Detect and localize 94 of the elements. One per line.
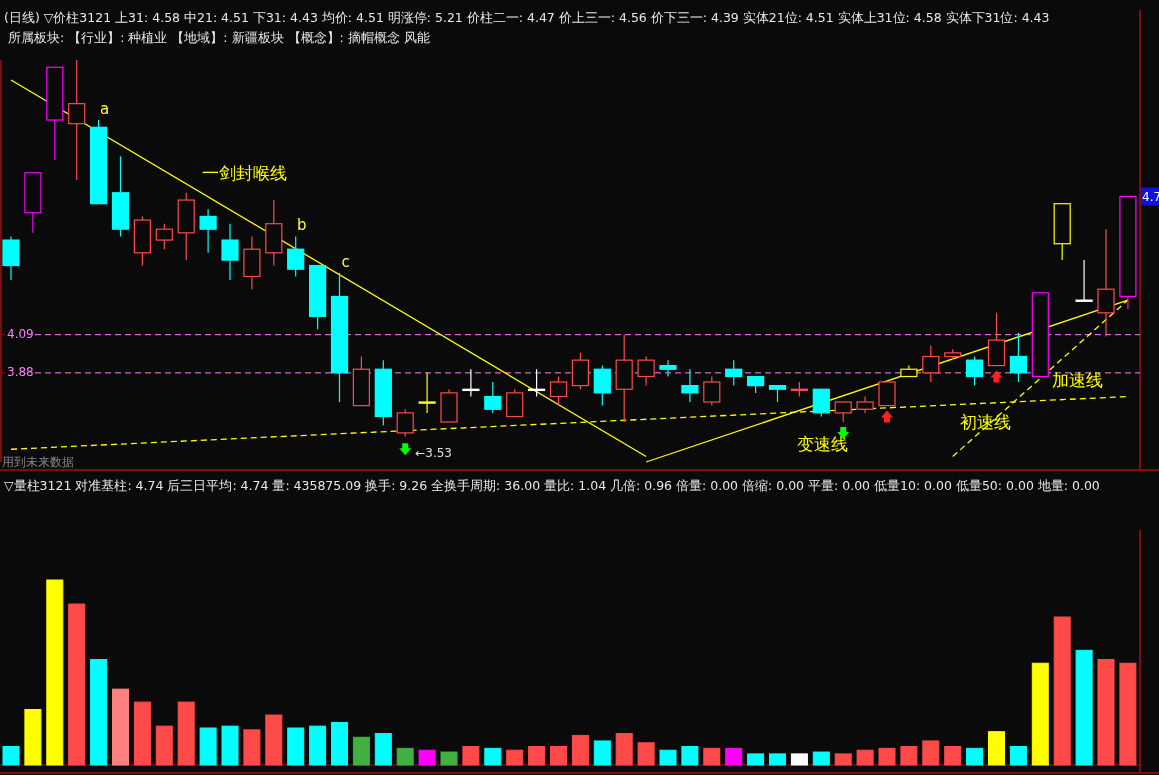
series-label: 一剑封喉线: [201, 162, 287, 183]
bar: [1009, 746, 1027, 766]
bar: [374, 733, 392, 766]
bar: [988, 731, 1005, 766]
bar: [418, 749, 436, 766]
bar: [265, 714, 283, 766]
candlestick: [287, 235, 305, 278]
bar: [944, 746, 962, 766]
bar: [221, 725, 239, 766]
bar: [112, 688, 129, 766]
candlestick: [1009, 332, 1027, 383]
candlestick: [155, 223, 173, 250]
bar: [287, 727, 305, 766]
bar: [615, 733, 633, 766]
annotation: ←3.53: [415, 445, 452, 460]
bar: [462, 746, 480, 766]
candlestick: [659, 359, 677, 378]
bar: [352, 736, 370, 766]
bar: [966, 747, 984, 766]
bar: [155, 725, 173, 766]
bar: [309, 725, 327, 766]
candlestick: [396, 408, 414, 438]
candlestick: [922, 344, 940, 383]
candlestick: [681, 368, 699, 403]
point: [990, 370, 1003, 383]
text: ▽量柱3121 对准基柱: 4.74 后三日平均: 4.74 量: 435875.09 换手: 9.26 全换手周期: 36.00 量比: 1.04 几倍: 0.96 倍量: 0.00 倍缩: 0.00 平量: 0.00 低量10: 0.00 低量50: 0.00 地量: 0.00: [4, 478, 1100, 493]
bar: [484, 747, 502, 766]
bar: [1031, 662, 1049, 766]
bar: [46, 579, 64, 766]
bar: [637, 742, 655, 766]
text: b: [296, 216, 307, 235]
series-label: 初速线: [960, 412, 1012, 433]
candlestick: [549, 375, 568, 407]
y-tick-label: 4.09: [7, 327, 34, 342]
bar: [550, 746, 567, 766]
bar: [659, 749, 677, 766]
bar: [24, 709, 42, 766]
candlestick: [1075, 259, 1093, 302]
bar: [396, 747, 414, 766]
candlestick: [878, 381, 896, 407]
bar: [703, 747, 721, 766]
candlestick: [725, 359, 743, 387]
candlestick: [834, 401, 852, 423]
candlestick: [637, 355, 655, 387]
bar: [922, 740, 940, 766]
candlestick: [966, 355, 984, 387]
text: 所属板块: 【行业】: 种植业 【地域】: 新疆板块 【概念】: 摘帽概念 风能: [8, 30, 430, 45]
bar: [812, 751, 830, 766]
bar: [243, 729, 261, 766]
bar: [331, 721, 348, 766]
bar: [177, 701, 195, 766]
bar: [900, 746, 918, 766]
candlestick: [1097, 228, 1115, 338]
bar: [747, 753, 765, 766]
bar: [1075, 649, 1093, 766]
bar: [68, 603, 86, 766]
candlestick: [484, 381, 502, 414]
text: a: [100, 100, 110, 119]
bar: [1097, 659, 1115, 766]
series-label: 变速线: [796, 433, 848, 454]
bar: [725, 747, 743, 766]
bar: [90, 659, 108, 766]
bar: [440, 751, 458, 766]
candlestick: [199, 208, 217, 254]
candlestick: [462, 368, 480, 398]
bar: [2, 746, 20, 766]
candlestick: [506, 388, 524, 418]
bar: [506, 749, 524, 766]
bar: [878, 747, 896, 766]
point: [399, 443, 412, 456]
bar: [856, 749, 874, 766]
bar: [790, 753, 808, 766]
candlestick: [703, 375, 721, 407]
bar: [769, 753, 786, 766]
candlestick: [418, 372, 436, 414]
candlestick: [221, 223, 239, 281]
bar: [571, 734, 589, 766]
bar: [681, 746, 699, 766]
bar: [133, 701, 151, 766]
bar: [528, 746, 546, 766]
candlestick: [812, 388, 830, 418]
candlestick: [68, 59, 86, 181]
series-label: 加速线: [1052, 370, 1104, 391]
bar: [834, 753, 852, 766]
bar: [1053, 616, 1071, 766]
text: c: [341, 252, 350, 271]
annotation: 用到未来数据: [2, 455, 74, 469]
point: [881, 410, 893, 423]
text: (日线) ▽价柱3121 上31: 4.58 中21: 4.51 下31: 4.43 均价: 4.51 明涨停: 5.21 价柱二一: 4.47 价上三一: 4.56 价下三一: 4.39 实体21位: 4.51 实体上31位: 4.58 实体下31位: 4.43: [4, 10, 1050, 25]
candlestick: [593, 364, 611, 407]
y-tick-label: 3.88: [7, 365, 34, 380]
bar: [593, 740, 611, 766]
bar: [199, 727, 217, 766]
bar: [1119, 662, 1137, 766]
